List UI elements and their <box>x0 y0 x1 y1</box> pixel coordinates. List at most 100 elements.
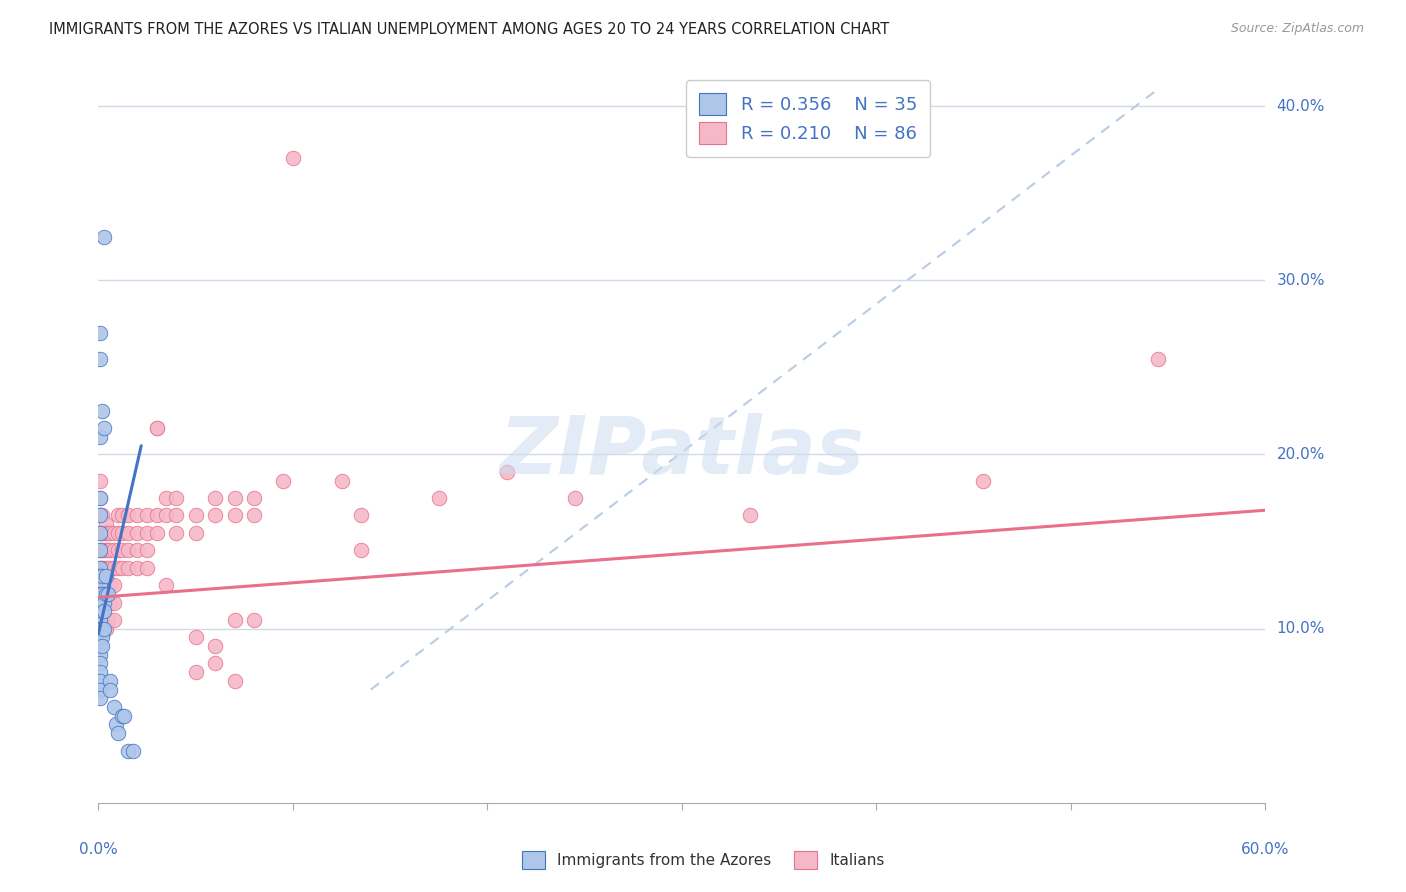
Point <box>97 595 120 609</box>
Point <box>103 613 125 627</box>
Point <box>98 560 121 574</box>
Point <box>93 578 115 592</box>
Point <box>96 578 118 592</box>
Point <box>281 152 304 166</box>
Point <box>91 595 114 609</box>
Point <box>89 569 111 583</box>
Point <box>330 474 353 488</box>
Point <box>89 595 111 609</box>
Point <box>91 631 114 645</box>
Point <box>103 560 125 574</box>
Text: 20.0%: 20.0% <box>1277 447 1324 462</box>
Legend: Immigrants from the Azores, Italians: Immigrants from the Azores, Italians <box>516 845 890 875</box>
Point <box>96 569 118 583</box>
Point <box>271 474 294 488</box>
Point <box>93 613 115 627</box>
Point <box>96 622 118 636</box>
Point <box>93 595 115 609</box>
Point <box>91 525 114 540</box>
Point <box>104 717 127 731</box>
Point <box>243 491 266 505</box>
Point <box>98 578 121 592</box>
Point <box>89 657 111 671</box>
Point <box>184 525 207 540</box>
Point <box>93 622 115 636</box>
Point <box>91 639 114 653</box>
Point <box>146 421 169 435</box>
Point <box>91 622 114 636</box>
Text: 30.0%: 30.0% <box>1277 273 1324 288</box>
Point <box>204 639 226 653</box>
Point <box>136 543 159 558</box>
Point <box>97 543 120 558</box>
Point <box>111 560 134 574</box>
Point <box>127 508 149 523</box>
Point <box>496 465 519 479</box>
Point <box>97 578 120 592</box>
Point <box>1147 351 1170 366</box>
Point <box>89 648 111 662</box>
Point <box>107 726 129 740</box>
Point <box>96 587 118 601</box>
Point <box>224 613 246 627</box>
Point <box>224 673 246 688</box>
Point <box>204 657 226 671</box>
Point <box>93 595 115 609</box>
Point <box>89 613 111 627</box>
Point <box>89 508 111 523</box>
Point <box>103 525 125 540</box>
Point <box>117 508 139 523</box>
Point <box>91 604 114 618</box>
Point <box>98 673 121 688</box>
Point <box>117 543 139 558</box>
Point <box>89 631 111 645</box>
Point <box>350 543 373 558</box>
Point <box>107 508 129 523</box>
Text: ZIPatlas: ZIPatlas <box>499 413 865 491</box>
Point <box>97 613 120 627</box>
Point <box>96 595 118 609</box>
Point <box>89 491 111 505</box>
Point <box>111 508 134 523</box>
Point <box>89 578 111 592</box>
Point <box>146 421 169 435</box>
Point <box>89 587 111 601</box>
Point <box>96 517 118 532</box>
Point <box>204 491 226 505</box>
Point <box>112 708 135 723</box>
Point <box>564 491 586 505</box>
Point <box>89 682 111 697</box>
Point <box>89 560 111 574</box>
Point <box>91 613 114 627</box>
Point <box>98 525 121 540</box>
Point <box>93 525 115 540</box>
Point <box>89 543 111 558</box>
Point <box>89 691 111 706</box>
Point <box>127 560 149 574</box>
Point <box>111 708 134 723</box>
Point <box>204 508 226 523</box>
Point <box>127 543 149 558</box>
Point <box>122 743 145 757</box>
Point <box>97 587 120 601</box>
Point <box>91 508 114 523</box>
Point <box>107 543 129 558</box>
Point <box>127 525 149 540</box>
Point <box>184 631 207 645</box>
Point <box>243 508 266 523</box>
Point <box>93 229 115 244</box>
Point <box>93 604 115 618</box>
Point <box>97 525 120 540</box>
Point <box>89 326 111 340</box>
Point <box>96 613 118 627</box>
Point <box>89 673 111 688</box>
Point <box>89 665 111 680</box>
Point <box>89 351 111 366</box>
Point <box>98 595 121 609</box>
Point <box>146 508 169 523</box>
Point <box>350 508 373 523</box>
Point <box>89 560 111 574</box>
Text: 60.0%: 60.0% <box>1241 842 1289 856</box>
Point <box>224 508 246 523</box>
Point <box>91 587 114 601</box>
